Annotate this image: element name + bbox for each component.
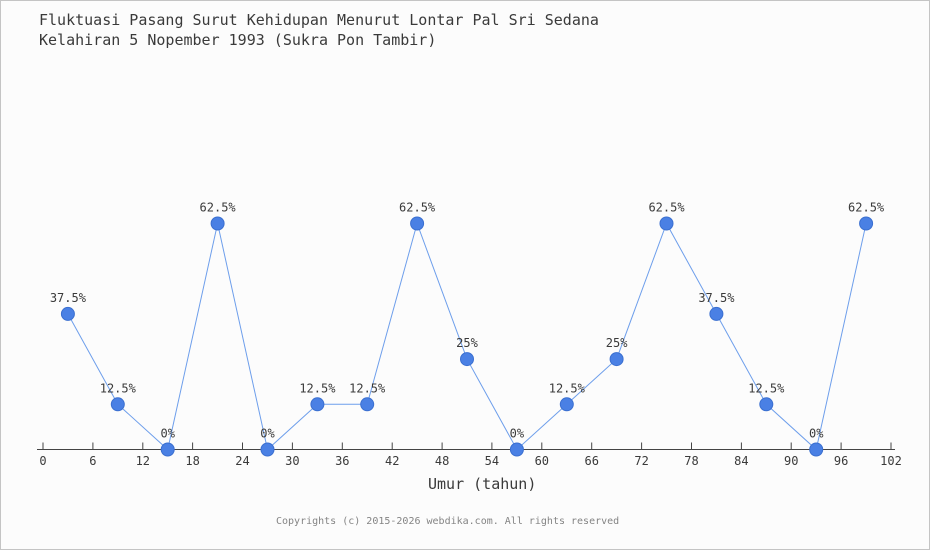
x-axis-tick-label: 36 bbox=[335, 454, 349, 468]
x-axis-tick-label: 60 bbox=[535, 454, 549, 468]
data-point bbox=[809, 442, 824, 457]
data-point-label: 62.5% bbox=[648, 201, 685, 215]
x-axis-tick-label: 66 bbox=[584, 454, 598, 468]
x-axis-tick-label: 42 bbox=[385, 454, 399, 468]
chart-title-line1: Fluktuasi Pasang Surut Kehidupan Menurut… bbox=[39, 11, 599, 29]
data-point-label: 12.5% bbox=[299, 381, 336, 395]
chart-title-line2: Kelahiran 5 Nopember 1993 (Sukra Pon Tam… bbox=[39, 31, 437, 49]
data-point-label: 62.5% bbox=[200, 201, 237, 215]
x-axis-tick-label: 102 bbox=[880, 454, 902, 468]
x-axis-tick-label: 78 bbox=[684, 454, 698, 468]
data-point-label: 12.5% bbox=[100, 381, 137, 395]
copyright-text: Copyrights (c) 2015-2026 webdika.com. Al… bbox=[276, 516, 620, 527]
data-point-label: 37.5% bbox=[50, 291, 87, 305]
data-point-label: 37.5% bbox=[698, 291, 735, 305]
data-point-label: 0% bbox=[260, 427, 275, 441]
x-axis-tick-label: 96 bbox=[834, 454, 848, 468]
x-axis-tick-label: 24 bbox=[235, 454, 249, 468]
data-point bbox=[110, 397, 125, 412]
x-axis-label: Umur (tahun) bbox=[428, 475, 537, 493]
x-axis-tick-label: 72 bbox=[634, 454, 648, 468]
x-axis-tick-label: 48 bbox=[435, 454, 449, 468]
data-point bbox=[859, 216, 874, 231]
data-point-label: 62.5% bbox=[399, 201, 436, 215]
x-axis-tick-label: 0 bbox=[39, 454, 46, 468]
x-axis-tick-label: 54 bbox=[485, 454, 499, 468]
data-point bbox=[709, 306, 724, 321]
data-point bbox=[260, 442, 275, 457]
data-point-label: 12.5% bbox=[349, 381, 386, 395]
data-point bbox=[460, 352, 474, 367]
data-point-label: 0% bbox=[510, 427, 525, 441]
x-axis-tick-label: 6 bbox=[89, 454, 96, 468]
data-point-label: 0% bbox=[160, 427, 175, 441]
data-point-label: 12.5% bbox=[549, 381, 586, 395]
data-point bbox=[160, 442, 175, 457]
data-point bbox=[210, 216, 225, 231]
data-point bbox=[410, 216, 425, 231]
x-axis-tick-label: 12 bbox=[136, 454, 150, 468]
data-point-label: 62.5% bbox=[848, 201, 885, 215]
data-point-label: 25% bbox=[456, 336, 478, 350]
x-axis-tick-label: 90 bbox=[784, 454, 798, 468]
data-point-label: 12.5% bbox=[748, 381, 785, 395]
data-point bbox=[360, 397, 375, 412]
data-point bbox=[310, 397, 325, 412]
x-axis-tick-label: 84 bbox=[734, 454, 748, 468]
data-point bbox=[60, 306, 75, 321]
data-point bbox=[559, 397, 574, 412]
data-point bbox=[659, 216, 674, 231]
data-point bbox=[609, 352, 624, 367]
x-axis-tick-label: 30 bbox=[285, 454, 299, 468]
data-point-label: 0% bbox=[809, 427, 824, 441]
data-point bbox=[509, 442, 524, 457]
data-point-label: 25% bbox=[606, 336, 628, 350]
chart-title: Fluktuasi Pasang Surut Kehidupan Menurut… bbox=[39, 10, 599, 50]
x-axis-tick-label: 18 bbox=[185, 454, 199, 468]
data-point bbox=[759, 397, 774, 412]
